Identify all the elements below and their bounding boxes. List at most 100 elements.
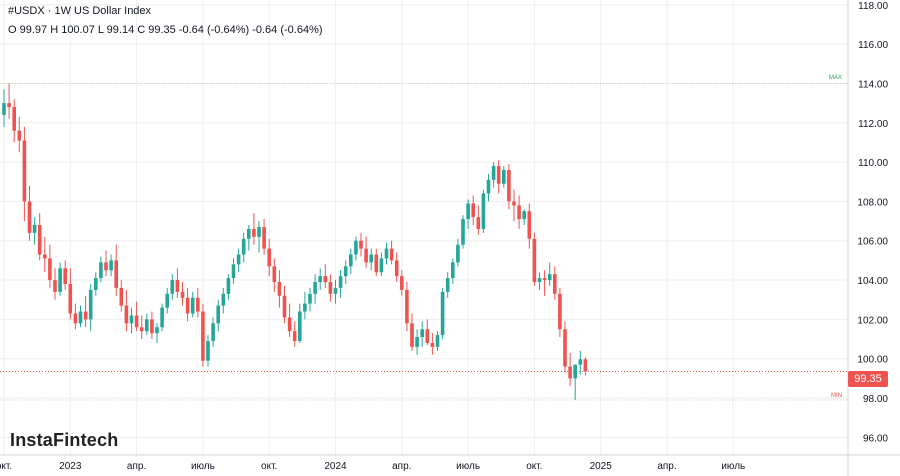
candle-84 <box>430 333 435 355</box>
candle-body <box>359 240 363 249</box>
candle-body <box>170 280 175 294</box>
candle-body <box>491 166 496 180</box>
y-tick-label: 118.00 <box>858 1 888 12</box>
candle-body <box>512 201 516 206</box>
x-tick-label: июль <box>191 461 215 472</box>
candle-92 <box>471 195 475 226</box>
candle-body <box>53 280 57 292</box>
candle-body <box>104 262 108 271</box>
candle-body <box>32 225 37 233</box>
candle-body <box>282 295 287 318</box>
max-level-label: MAX <box>829 75 843 82</box>
candle-102 <box>522 209 526 226</box>
candle-body <box>415 337 419 347</box>
candle-body <box>364 248 368 263</box>
candle-75 <box>384 242 389 265</box>
candle-body <box>303 303 307 312</box>
candle-body <box>145 319 149 332</box>
candle-5 <box>27 185 32 241</box>
candle-48 <box>247 225 251 251</box>
candle-54 <box>277 270 282 308</box>
candle-72 <box>369 248 373 271</box>
candlestick-series <box>2 83 588 400</box>
candle-body <box>160 307 164 328</box>
candle-33 <box>170 274 175 300</box>
candle-body <box>542 278 547 281</box>
candle-body <box>48 258 52 281</box>
x-tick-label: 2025 <box>590 461 613 472</box>
y-tick-label: 116.00 <box>858 40 888 51</box>
candle-4 <box>22 126 27 222</box>
candle-108 <box>553 266 557 300</box>
candle-body <box>578 359 583 365</box>
candle-body <box>369 254 373 263</box>
candle-body <box>287 317 292 332</box>
candle-15 <box>78 305 83 328</box>
candle-22 <box>114 244 118 296</box>
candle-62 <box>318 268 322 290</box>
candle-113 <box>578 350 583 375</box>
candle-3 <box>17 116 22 153</box>
candle-35 <box>180 282 185 306</box>
candle-78 <box>400 270 404 296</box>
candle-90 <box>461 215 465 249</box>
candle-body <box>476 217 481 229</box>
candle-11 <box>58 262 62 296</box>
candle-body <box>185 297 190 314</box>
candle-45 <box>231 258 236 284</box>
candle-body <box>558 293 562 330</box>
candle-body <box>563 329 567 367</box>
candle-70 <box>359 232 363 257</box>
candle-body <box>43 254 47 259</box>
candle-100 <box>512 189 516 222</box>
y-tick-label: 108.00 <box>857 197 888 208</box>
ohlc-readout: O 99.97 H 100.07 L 99.14 C 99.35 -0.64 (… <box>8 24 323 36</box>
candle-body <box>22 140 27 202</box>
candle-body <box>532 238 537 283</box>
candle-88 <box>451 258 455 284</box>
candle-74 <box>379 252 384 277</box>
y-tick-label: 112.00 <box>858 119 888 130</box>
candle-body <box>196 297 200 312</box>
candle-body <box>379 258 384 273</box>
candle-23 <box>119 280 124 312</box>
candle-body <box>400 276 404 290</box>
candle-body <box>211 323 215 342</box>
candle-body <box>583 359 588 372</box>
candle-body <box>27 201 32 233</box>
candle-76 <box>389 240 394 265</box>
candle-body <box>139 327 144 332</box>
y-tick-label: 110.00 <box>858 158 888 169</box>
candle-71 <box>364 236 368 269</box>
candle-body <box>272 266 277 283</box>
candle-body <box>313 282 317 294</box>
candle-body <box>461 219 465 245</box>
candle-body <box>486 179 491 194</box>
candle-body <box>119 287 124 306</box>
candle-109 <box>558 287 562 338</box>
candle-41 <box>211 317 215 347</box>
candle-106 <box>542 270 547 296</box>
candle-body <box>445 278 450 292</box>
candle-32 <box>165 287 169 314</box>
candle-73 <box>374 248 379 277</box>
brand-logo: InstaFintech <box>10 430 119 450</box>
candle-99 <box>507 164 511 210</box>
candle-18 <box>94 272 98 296</box>
candle-body <box>354 240 358 255</box>
candle-body <box>466 203 470 220</box>
candle-66 <box>338 270 343 298</box>
candle-91 <box>466 199 470 229</box>
candle-59 <box>303 291 307 320</box>
candle-93 <box>476 205 481 235</box>
candle-14 <box>73 303 78 330</box>
candle-10 <box>53 268 57 300</box>
candle-body <box>180 291 185 298</box>
candle-body <box>109 260 113 271</box>
candle-107 <box>547 262 552 286</box>
candle-body <box>190 297 195 314</box>
candle-body <box>328 282 333 294</box>
candle-body <box>481 193 486 229</box>
candle-body <box>124 305 129 324</box>
candle-39 <box>201 303 205 367</box>
